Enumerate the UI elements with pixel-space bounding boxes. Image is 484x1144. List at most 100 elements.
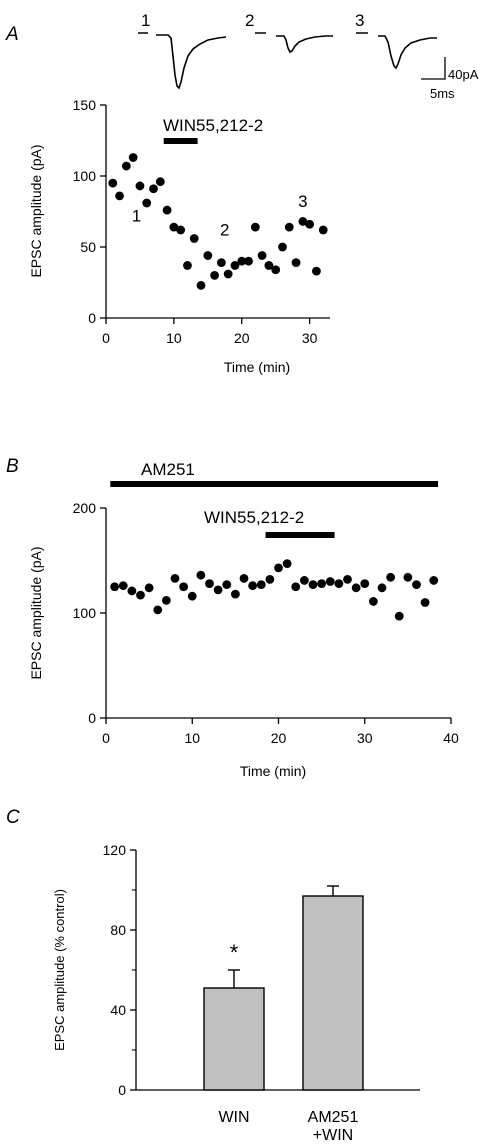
chart-b-point xyxy=(274,563,283,573)
chart-b-x-tick-label: 20 xyxy=(271,730,287,746)
chart-b-point xyxy=(248,581,258,591)
chart-b-point xyxy=(299,576,309,585)
chart-a-point xyxy=(264,261,274,270)
chart-a-point xyxy=(216,258,226,268)
chart-c-y-tick-label: 80 xyxy=(110,922,126,938)
chart-c-ylabel: EPSC amplitude (% control) xyxy=(52,889,67,1051)
chart-b-point xyxy=(368,597,378,606)
chart-a-y-tick-label: 150 xyxy=(73,97,97,113)
chart-a-ylabel: EPSC amplitude (pA) xyxy=(28,144,44,277)
chart-b-point xyxy=(308,580,318,590)
chart-b-x-tick-label: 40 xyxy=(443,730,459,746)
chart-b-point xyxy=(118,581,128,591)
chart-c-bar xyxy=(203,987,265,1091)
chart-a-point xyxy=(162,205,172,215)
chart-b-point xyxy=(394,611,404,621)
chart-b-point xyxy=(334,579,344,588)
chart-a-point xyxy=(155,177,165,187)
chart-b-drug-bar-label-am251: AM251 xyxy=(141,460,195,479)
chart-c-category-label: +WIN xyxy=(313,1127,353,1144)
trace-label-2: 2 xyxy=(245,11,254,30)
chart-a-point xyxy=(121,161,131,171)
chart-a-x-tick-label: 20 xyxy=(234,330,250,346)
chart-b-x-tick-label: 10 xyxy=(184,730,200,746)
chart-b-point xyxy=(222,580,232,590)
scale-label-current: 40pA xyxy=(448,67,479,82)
chart-c-y-tick-label: 120 xyxy=(103,842,127,858)
chart-a-point xyxy=(305,219,315,229)
chart-b-x-tick-label: 30 xyxy=(357,730,373,746)
chart-b-point xyxy=(196,570,206,580)
trace-label-3: 3 xyxy=(355,11,364,30)
chart-a-point xyxy=(196,280,206,290)
chart-a-point xyxy=(230,261,240,270)
chart-c-category-label: WIN xyxy=(218,1109,249,1126)
chart-b-point xyxy=(325,577,335,586)
chart-b-point xyxy=(282,559,292,569)
chart-a-point xyxy=(271,265,281,275)
chart-a-point xyxy=(149,184,158,194)
chart-b-point xyxy=(187,591,197,601)
chart-b-point xyxy=(265,575,275,584)
chart-b-drug-bar-label-win: WIN55,212-2 xyxy=(204,508,304,527)
chart-b-point xyxy=(213,585,223,595)
chart-b-point xyxy=(420,598,430,607)
chart-a-point xyxy=(250,222,260,232)
chart-b: AM251 WIN55,212-2 0 10 20 30 40 0 100 200 Time … xyxy=(28,460,459,779)
epsc-trace-insets: 1 2 3 40pA 5ms xyxy=(138,11,479,101)
trace-label-1: 1 xyxy=(141,11,150,30)
chart-a-point xyxy=(169,222,179,232)
chart-a-point xyxy=(176,225,186,235)
chart-a-point xyxy=(108,178,118,188)
chart-a-plot: 0 10 20 30 0 50 100 150 1 2 3 xyxy=(73,97,330,346)
chart-a-annotation: 3 xyxy=(298,192,307,211)
chart-a-point xyxy=(203,251,213,260)
chart-b-point xyxy=(239,573,249,583)
chart-a-point xyxy=(291,258,301,268)
chart-a-point xyxy=(183,261,192,270)
chart-b-y-tick-label: 100 xyxy=(73,605,97,621)
chart-a-point xyxy=(284,222,294,232)
chart-b-point xyxy=(153,605,163,615)
chart-c-bar xyxy=(302,895,364,1091)
chart-b-point xyxy=(127,586,137,596)
chart-a-point xyxy=(312,266,321,276)
scale-label-time: 5ms xyxy=(430,86,455,101)
panel-label-a: A xyxy=(5,24,19,45)
chart-a-point xyxy=(115,191,124,201)
chart-b-point xyxy=(412,580,421,590)
epsc-trace-2 xyxy=(255,32,333,54)
chart-a-point xyxy=(142,198,152,208)
chart-b-y-tick-label: 0 xyxy=(88,710,96,726)
chart-b-point xyxy=(360,579,370,588)
chart-a-point xyxy=(278,242,287,252)
chart-a-point xyxy=(128,153,138,162)
panel-label-b: B xyxy=(6,456,19,477)
chart-a-xlabel: Time (min) xyxy=(224,359,290,375)
chart-b-point xyxy=(429,576,439,585)
chart-b-point xyxy=(351,583,361,593)
chart-b-x-tick-label: 0 xyxy=(102,730,110,746)
chart-b-y-tick-label: 200 xyxy=(73,500,97,516)
chart-a-point xyxy=(257,251,267,260)
epsc-trace-3 xyxy=(356,32,437,70)
chart-c-significance-marker: * xyxy=(230,940,239,965)
chart-b-point xyxy=(205,579,214,588)
chart-a-point xyxy=(298,217,308,226)
chart-a-y-tick-label: 100 xyxy=(73,168,97,184)
chart-b-ylabel: EPSC amplitude (pA) xyxy=(28,546,44,679)
chart-a-y-tick-label: 50 xyxy=(80,239,96,255)
chart-b-point xyxy=(161,596,171,605)
chart-b-xlabel: Time (min) xyxy=(240,763,306,779)
chart-b-point xyxy=(343,575,352,584)
chart-a-point xyxy=(244,256,253,266)
chart-a-point xyxy=(189,234,199,243)
chart-a: WIN55,212-2 0 10 20 30 0 50 100 150 1 2 3 Time (mi… xyxy=(28,97,330,375)
chart-b-plot: 0 10 20 30 40 0 100 200 xyxy=(73,481,459,746)
chart-b-point xyxy=(136,590,145,600)
chart-a-point xyxy=(135,181,145,191)
epsc-trace-1 xyxy=(138,32,227,90)
chart-b-point xyxy=(170,573,180,583)
panel-label-c: C xyxy=(6,807,20,828)
